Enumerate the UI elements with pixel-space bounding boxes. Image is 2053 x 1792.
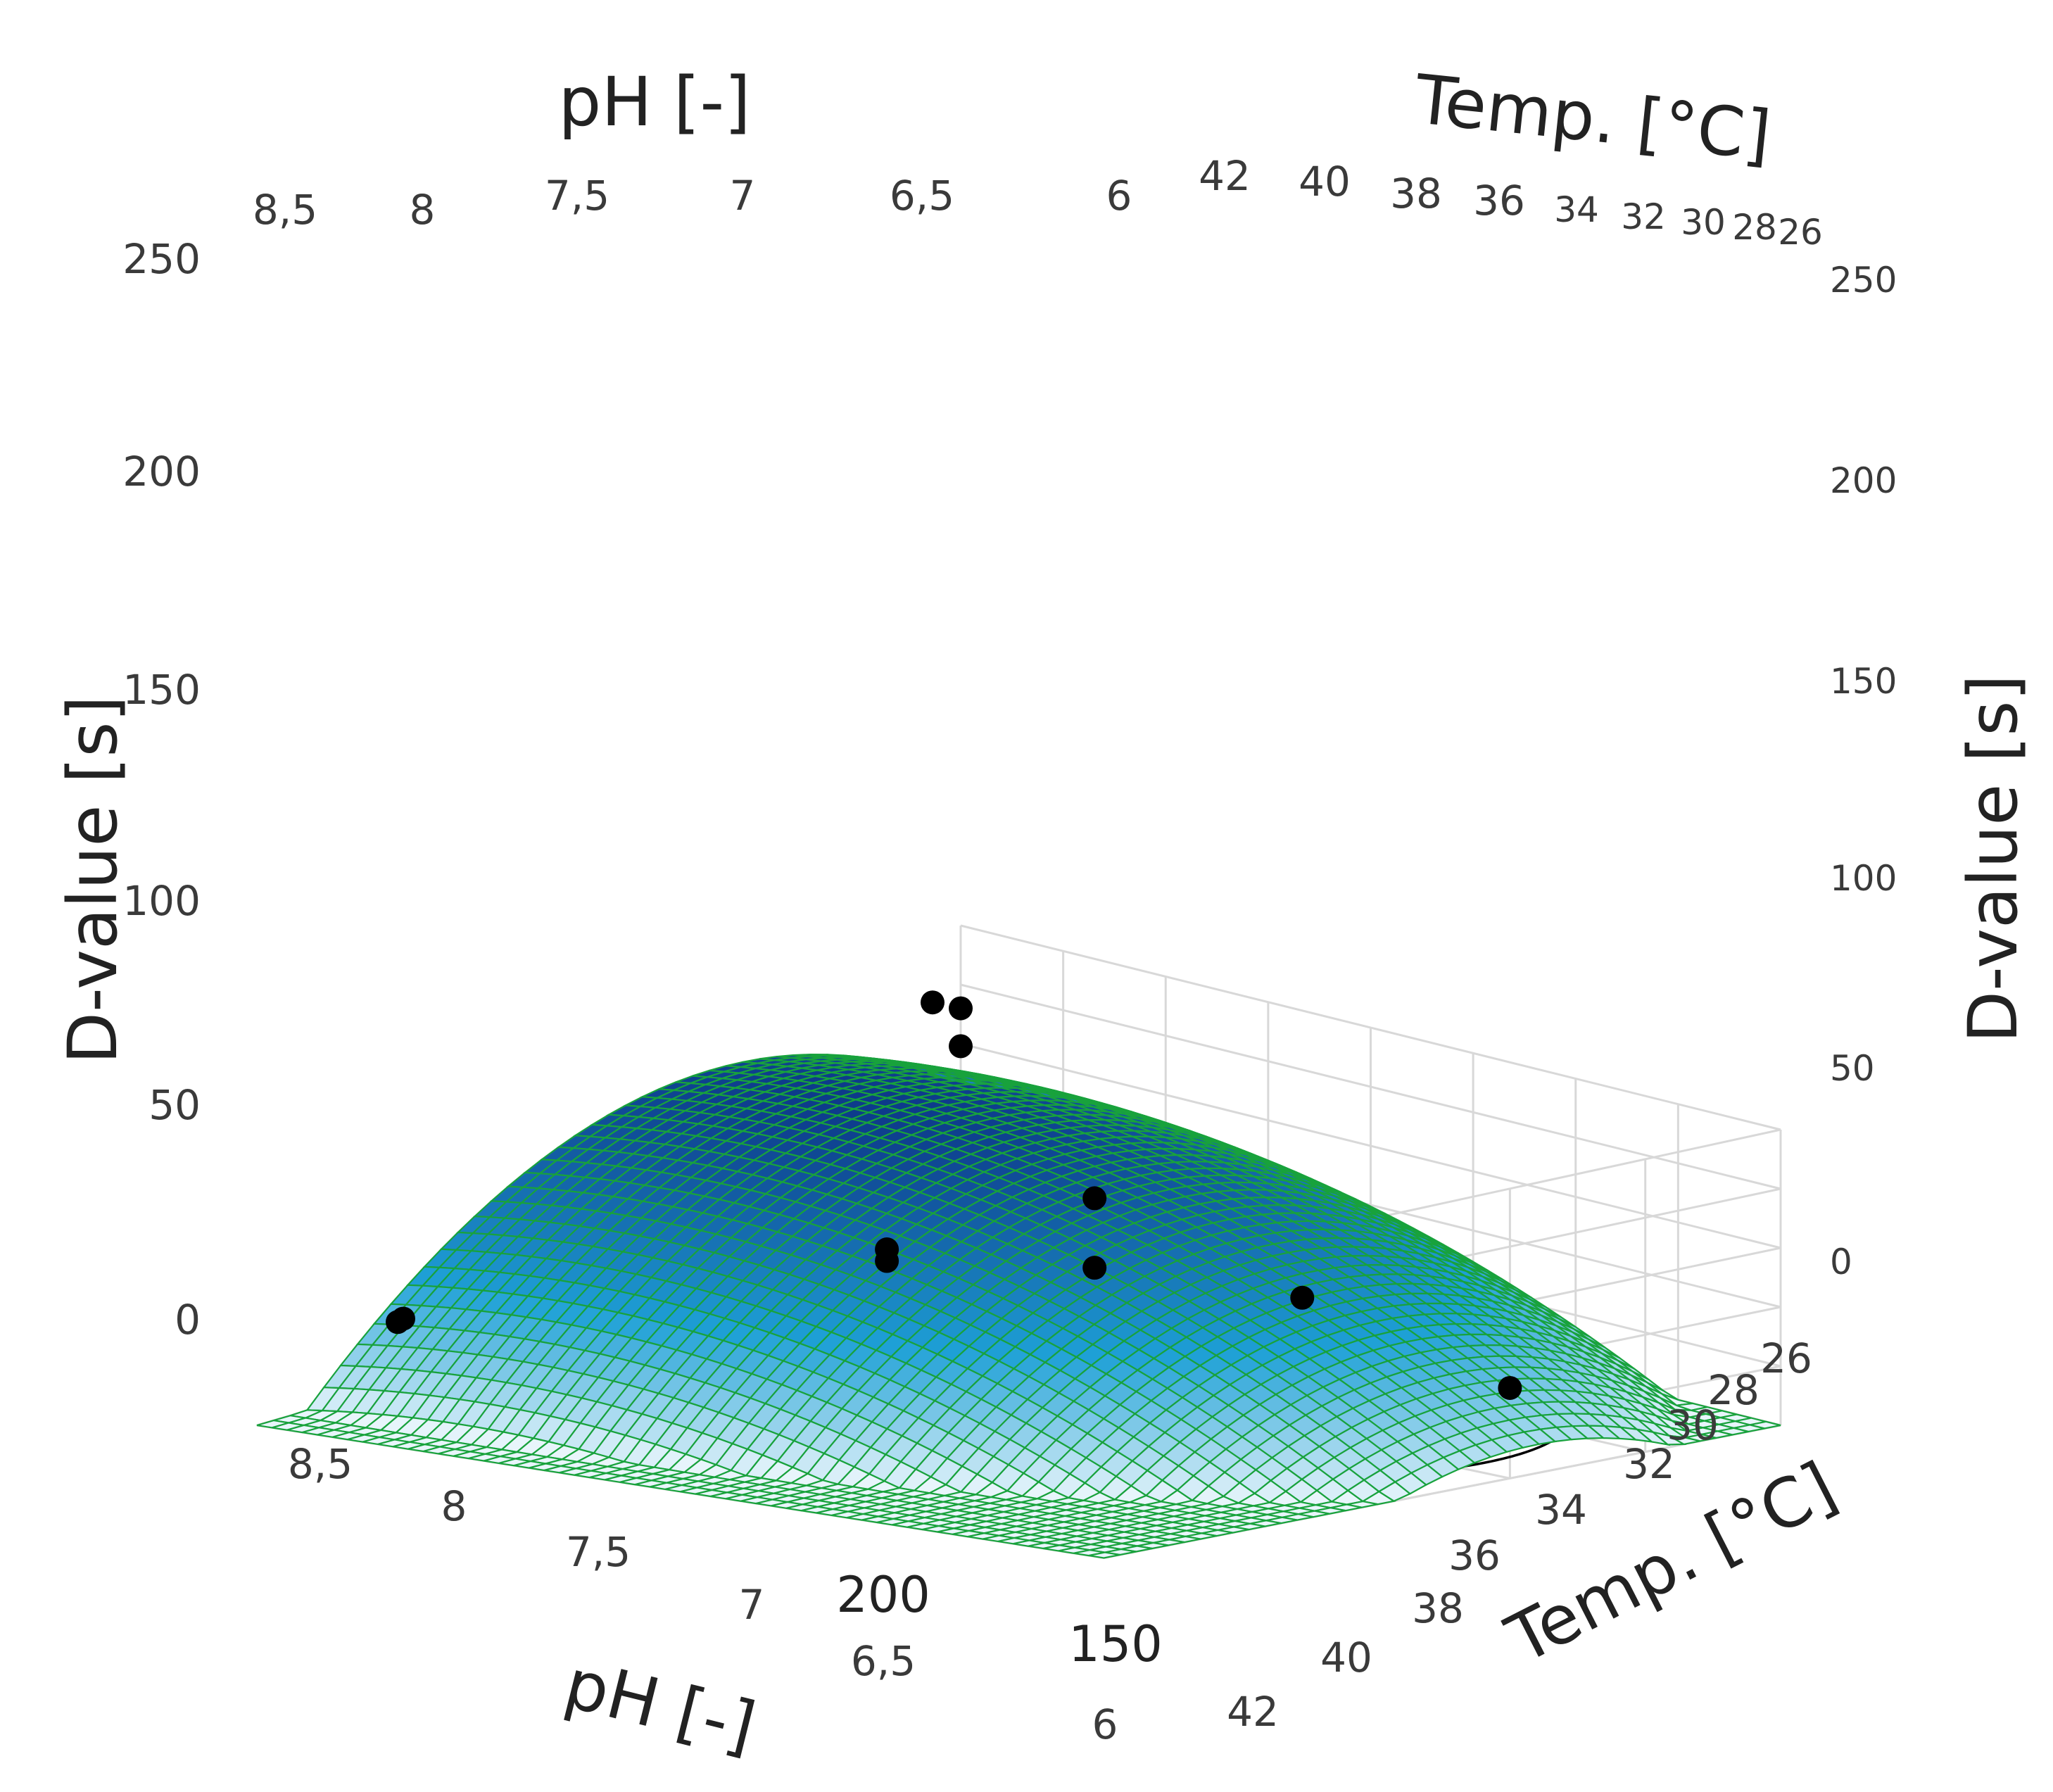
temp-tick-bottom: 36 [1448,1532,1501,1579]
z-tick-left: 0 [175,1296,201,1344]
surface-cell [1669,1434,1700,1446]
ph-tick-top: 6 [1106,172,1132,220]
ph-axis-title-top: pH [-] [558,63,750,141]
temp-tick-top: 34 [1554,189,1599,230]
z-tick-right: 100 [1830,858,1897,899]
temp-tick-bottom: 42 [1227,1688,1279,1736]
temp-tick-bottom: 38 [1412,1584,1464,1632]
z-tick-left: 150 [122,666,201,714]
z-tick-left: 50 [149,1081,201,1129]
temp-axis-title-top: Temp. [°C] [1411,60,1775,175]
temp-tick-bottom: 32 [1623,1440,1675,1488]
ph-tick-top: 6,5 [890,172,954,220]
data-point [1082,1256,1107,1280]
temp-tick-top: 40 [1299,158,1351,206]
data-point [1082,1186,1107,1211]
z-tick-right: 50 [1830,1048,1875,1089]
temp-tick-top: 26 [1778,212,1823,253]
surface-cell [1088,1551,1120,1559]
tick-labels: 8,5 8 7,5 7 6,5 6 42 40 38 36 34 32 30 28 260501001502… [122,152,1897,1748]
grid-line-wall-z [960,1042,1781,1249]
temp-tick-top: 30 [1681,202,1726,243]
temp-tick-top: 42 [1199,152,1251,200]
z-tick-left: 200 [122,448,201,496]
grid-line-wall-z [960,983,1781,1190]
ph-tick-top: 8,5 [253,186,317,234]
temp-tick-bottom: 30 [1667,1401,1719,1449]
z-axis-title-left: D-value [s] [53,695,132,1064]
z-tick-right: 150 [1830,661,1897,702]
z-tick-right: 0 [1830,1242,1852,1282]
data-point [949,1034,973,1059]
ph-axis-title-bottom: pH [-] [557,1644,763,1767]
z-tick-right: 250 [1830,260,1897,301]
ph-tick-bottom: 8 [441,1482,467,1530]
data-point [949,996,973,1021]
ph-tick-top: 8 [410,186,436,234]
temp-tick-top: 32 [1621,196,1666,237]
temp-tick-bottom: 34 [1535,1486,1587,1534]
contour-label-150: 150 [1068,1615,1163,1673]
data-point [1290,1285,1315,1310]
data-points [386,990,1522,1400]
temp-tick-top: 38 [1390,170,1442,217]
temp-tick-top: 36 [1473,177,1525,225]
temp-tick-bottom: 28 [1707,1366,1760,1414]
ph-tick-bottom: 6,5 [851,1637,916,1685]
z-axis-title-right: D-value [s] [1954,674,2033,1043]
z-tick-right: 200 [1830,460,1897,501]
surface-mesh [256,1053,1781,1559]
ph-tick-bottom: 8,5 [288,1440,353,1488]
temp-tick-bottom: 26 [1760,1334,1812,1382]
data-point [921,990,945,1015]
temp-tick-top: 28 [1732,207,1777,248]
ph-tick-bottom: 7,5 [566,1528,631,1576]
temp-tick-bottom: 40 [1320,1634,1372,1681]
ph-tick-bottom: 7 [739,1581,765,1629]
ph-tick-bottom: 6 [1092,1700,1118,1748]
ph-tick-top: 7,5 [545,172,609,220]
data-point [875,1249,899,1273]
contour-label-200: 200 [836,1566,930,1624]
ph-tick-top: 7 [730,172,756,220]
data-point [391,1306,415,1331]
grid-line-wall-z [960,924,1781,1131]
data-point [1498,1375,1522,1400]
z-tick-left: 250 [122,235,201,283]
z-tick-left: 100 [122,877,201,925]
